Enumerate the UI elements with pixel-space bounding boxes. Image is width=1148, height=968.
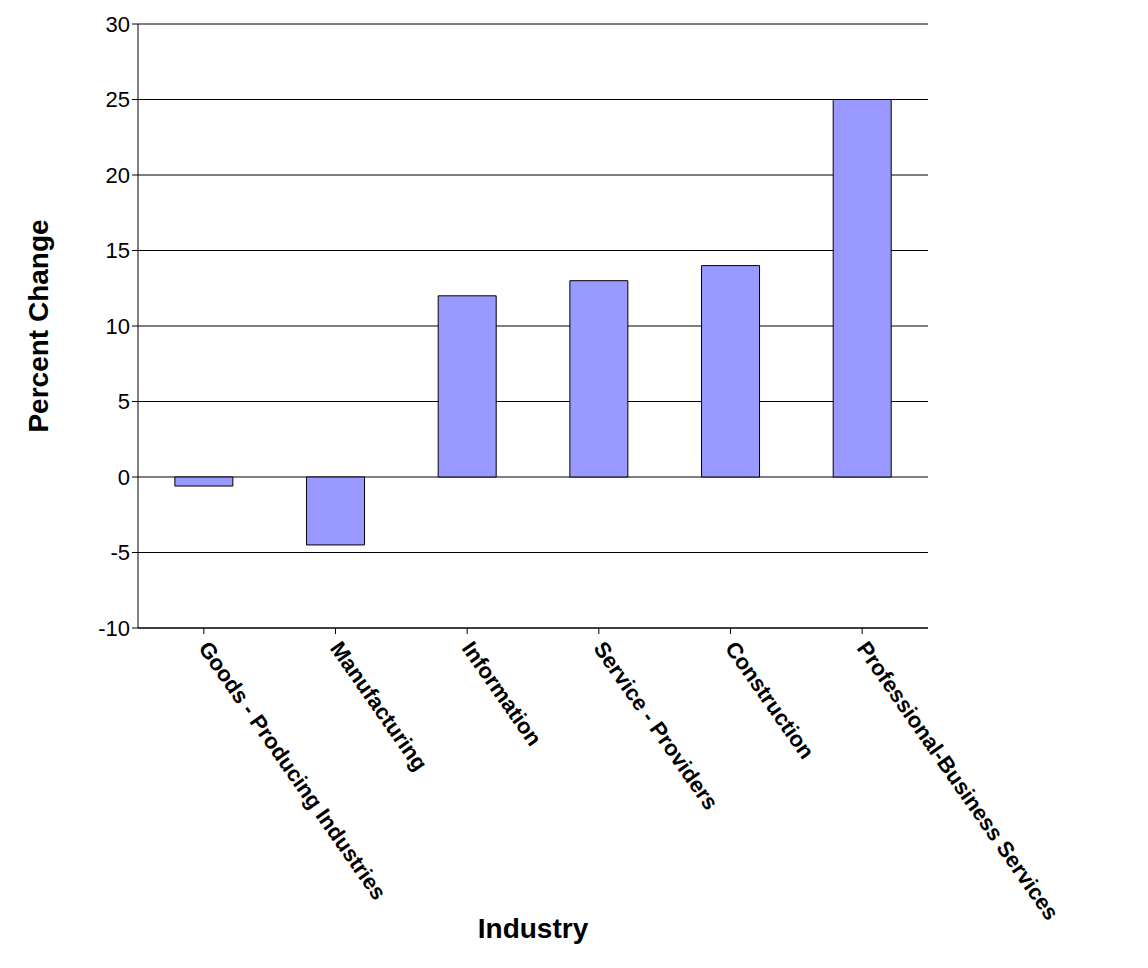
svg-text:5: 5 xyxy=(118,389,130,414)
svg-text:20: 20 xyxy=(106,163,130,188)
svg-text:Professional-Business Services: Professional-Business Services xyxy=(852,637,1064,925)
svg-text:Construction: Construction xyxy=(720,637,819,763)
svg-text:10: 10 xyxy=(106,314,130,339)
svg-text:Industry: Industry xyxy=(478,913,589,944)
svg-text:Service - Providers: Service - Providers xyxy=(589,637,724,815)
svg-text:0: 0 xyxy=(118,465,130,490)
svg-text:-10: -10 xyxy=(98,616,130,641)
svg-text:30: 30 xyxy=(106,12,130,37)
svg-text:25: 25 xyxy=(106,87,130,112)
svg-text:Percent Change: Percent Change xyxy=(23,219,54,432)
svg-text:Information: Information xyxy=(457,637,547,750)
svg-text:-5: -5 xyxy=(110,540,130,565)
svg-text:Manufacturing: Manufacturing xyxy=(325,637,432,775)
svg-text:Goods - Producing Industries: Goods - Producing Industries xyxy=(193,636,392,905)
svg-text:15: 15 xyxy=(106,238,130,263)
